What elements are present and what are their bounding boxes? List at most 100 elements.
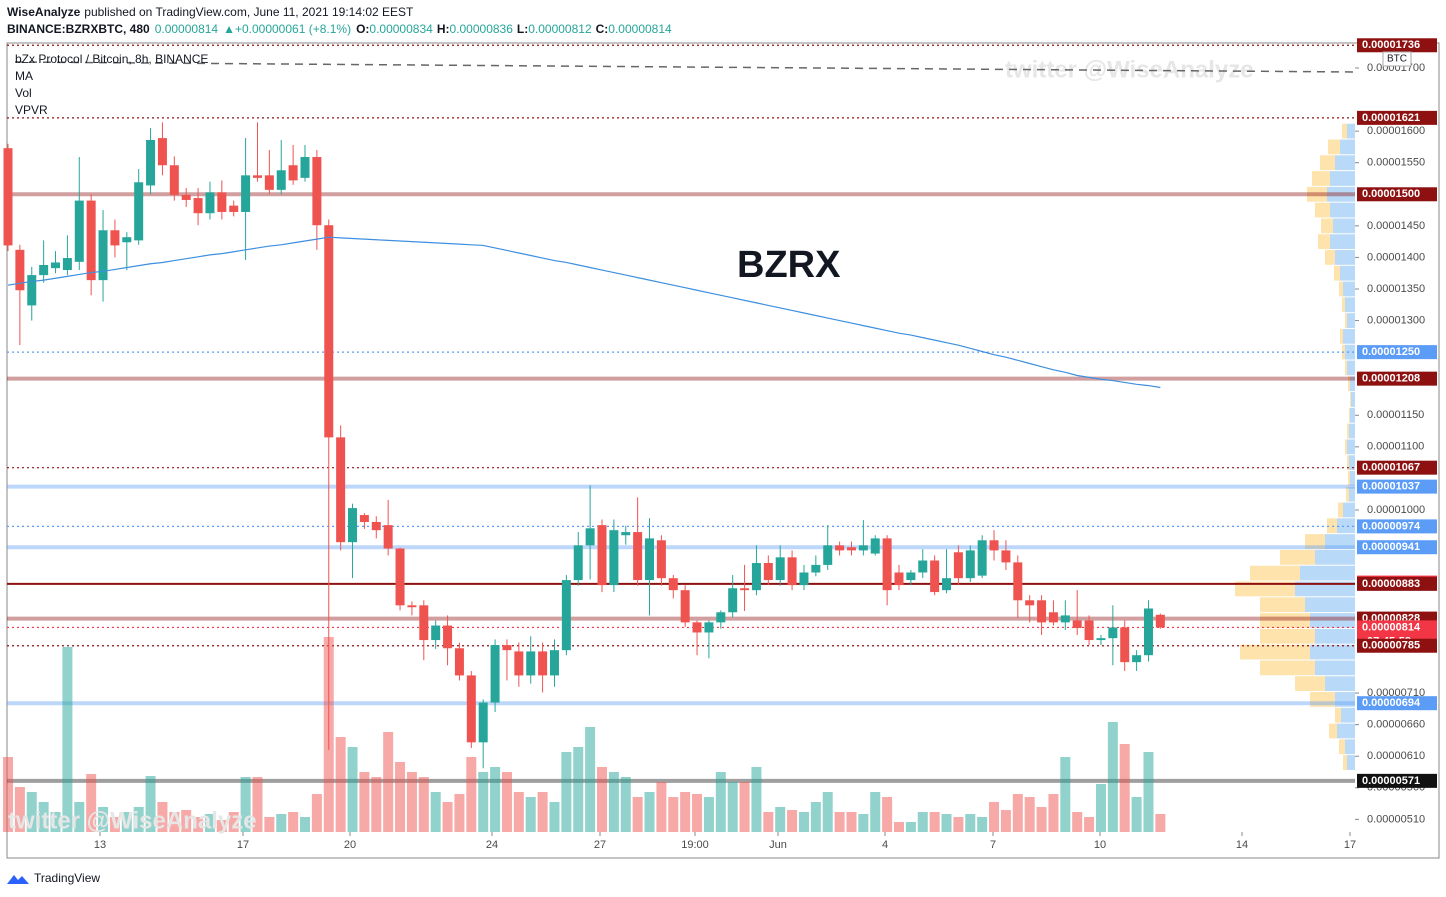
level-label: 0.00001500 [1362,188,1420,200]
volume-bar [680,792,691,832]
vpvr-up [1315,628,1355,644]
candle-body [585,528,595,546]
x-tick-label: 20 [344,839,356,851]
x-tick-label: 4 [882,839,888,851]
x-tick-label: 19:00 [681,839,709,851]
level-label: 0.00001037 [1362,481,1420,493]
candle-body [51,262,61,269]
volume-bar [739,782,750,832]
candle-body [3,148,13,246]
volume-bar [288,812,299,832]
candle-body [918,560,928,573]
volume-bar [858,814,869,832]
candle-body [252,175,262,178]
vpvr-down [1280,549,1315,565]
y-tick-label: 0.00001450 [1367,220,1425,232]
volume-bar [692,794,703,832]
vpvr-up [1327,186,1355,202]
volume-bar [14,787,25,832]
volume-bar [38,802,49,832]
level-label: 0.00000694 [1362,697,1421,709]
volume-bar [585,727,596,832]
x-tick-label: 17 [237,839,249,851]
candle-body [704,622,714,633]
volume-bar [822,792,833,832]
vpvr-down [1349,407,1350,423]
volume-bar [703,797,714,832]
volume-bar [466,757,477,832]
volume-bar [276,814,287,832]
candle-body [348,508,358,543]
volume-bar [169,812,180,832]
vpvr-down [1350,392,1351,407]
x-tick-label: 13 [94,839,106,851]
vpvr-up [1333,218,1355,234]
candle-body [454,648,464,676]
candle-body [407,605,417,608]
candle-body [15,249,25,291]
candle-body [1001,550,1011,563]
x-tick-label: 27 [594,839,606,851]
ma-line [7,236,1161,389]
volume-bar [1155,814,1166,832]
o-label: O: [356,22,369,36]
volume-bar [62,647,73,832]
l: 0.00000812 [528,22,592,36]
candle-body [1013,562,1023,601]
published: published on TradingView.com, June 11, 2… [84,5,414,19]
vpvr-up [1337,518,1355,534]
candle-body [1120,627,1130,663]
vpvr-down [1348,376,1350,392]
candle-body [692,622,702,633]
vpvr-down [1240,644,1310,660]
volume-bar [597,767,607,832]
chart-frame [6,42,1440,859]
candle-body [811,564,821,573]
candle-body [419,605,429,641]
candle-body [1143,608,1153,656]
vpvr-up [1349,423,1355,439]
vpvr-up [1347,313,1355,328]
level-label: 0.00000571 [1362,775,1420,787]
volume-bar [608,772,619,832]
volume-bar [98,807,109,832]
volume-bar [395,762,406,832]
volume-bar [311,794,322,832]
volume-bar [668,797,679,832]
vpvr-up [1347,439,1355,455]
vpvr-down [1327,518,1337,534]
vpvr-down [1342,297,1345,313]
volume-bar [656,782,667,832]
volume-bar [193,817,204,832]
vpvr-up [1315,660,1355,676]
volume-bar [644,792,655,832]
vpvr-down [1345,313,1347,328]
price: 0.00000814 [155,22,219,36]
volume-bar [1084,817,1095,832]
vpvr-up [1337,723,1355,739]
candle-body [882,538,892,591]
level-label: 0.00001250 [1362,346,1420,358]
vpvr-down [1335,707,1341,723]
candle-body [241,175,251,212]
change: ▲+0.00000061 (+8.1%) [223,22,351,36]
c-label: C: [596,22,609,36]
vpvr-up [1345,297,1355,313]
volume-bar [204,814,215,832]
vpvr-down [1318,234,1330,250]
level-label-box [1357,540,1437,555]
candle-body [300,157,310,178]
o: 0.00000834 [369,22,433,36]
volume-bar [894,822,904,832]
vpvr-up [1343,328,1355,344]
candle-body [1037,600,1047,623]
volume-bar [86,774,97,832]
volume-bar [989,802,1000,832]
candle-body [787,557,797,586]
footer-text: TradingView [34,871,100,885]
vpvr-down [1315,202,1330,218]
volume-bar [1072,812,1083,832]
candle-body [858,545,868,551]
volume-bar [561,752,572,832]
